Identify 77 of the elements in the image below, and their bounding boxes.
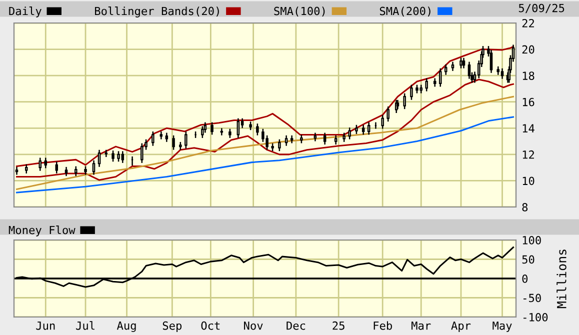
- candlestick: [117, 151, 120, 162]
- candlestick: [160, 131, 163, 140]
- candlestick: [112, 150, 114, 162]
- legend-label: Bollinger Bands(20): [95, 6, 219, 18]
- y-tick-label: 100: [522, 236, 541, 244]
- candlestick: [468, 62, 471, 79]
- x-tick-label: Mar: [412, 322, 431, 330]
- candlestick: [410, 84, 413, 100]
- y-axis-title: Millions: [556, 250, 566, 308]
- y-tick-label: 16: [522, 98, 534, 106]
- candlestick: [278, 139, 281, 152]
- candlestick: [256, 124, 259, 136]
- candlestick: [284, 135, 288, 146]
- candlestick: [444, 64, 448, 75]
- candlestick: [425, 78, 428, 92]
- y-tick-label: 18: [522, 72, 534, 80]
- candlestick: [460, 58, 462, 68]
- candlestick: [152, 131, 154, 146]
- y-tick-label: 8: [522, 203, 528, 212]
- candlestick: [381, 115, 384, 129]
- x-tick-label: Jul: [76, 321, 94, 330]
- y-tick-label: 22: [522, 19, 534, 28]
- candlestick: [433, 78, 436, 87]
- legend-label: Money Flow: [8, 226, 76, 236]
- candlestick: [98, 150, 101, 167]
- y-tick-label: -50: [523, 294, 541, 302]
- candlestick: [236, 118, 240, 138]
- candlestick: [38, 158, 42, 171]
- x-tick-label: Jun: [36, 322, 55, 330]
- y-tick-label: 12: [522, 150, 534, 159]
- candlestick: [386, 106, 390, 122]
- candlestick: [500, 68, 504, 79]
- text: 5/09/25: [518, 4, 564, 14]
- line-series: [16, 246, 514, 288]
- line-series: [16, 46, 514, 168]
- y-tick-label: 10: [522, 176, 534, 186]
- candlestick: [462, 58, 466, 68]
- candlestick: [323, 132, 326, 145]
- candlestick: [184, 131, 188, 148]
- candlestick: [55, 162, 58, 174]
- candlestick: [220, 128, 224, 136]
- candlestick: [92, 160, 96, 175]
- candlestick: [266, 135, 268, 150]
- y-tick-label: 50: [522, 255, 534, 264]
- legend-label: SMA(100): [274, 6, 325, 17]
- x-tick-label: 25: [332, 321, 344, 330]
- x-tick-label: Sep: [162, 321, 182, 332]
- candlestick: [121, 151, 124, 163]
- candlestick: [367, 122, 370, 135]
- x-tick-label: Apr: [451, 322, 471, 332]
- y-tick-label: 20: [522, 45, 534, 54]
- line-series: [16, 116, 514, 194]
- x-tick-label: Oct: [201, 321, 220, 330]
- candlestick: [210, 122, 214, 135]
- candlestick: [403, 93, 406, 110]
- legend-label: Daily: [9, 6, 42, 18]
- x-tick-label: Aug: [116, 321, 136, 332]
- candlestick: [314, 132, 317, 142]
- candlestick: [290, 135, 294, 144]
- line-series: [16, 96, 514, 190]
- x-tick-label: May: [492, 322, 512, 332]
- candlestick: [201, 126, 204, 138]
- candlestick: [172, 135, 175, 150]
- legend-label: SMA(200): [380, 6, 430, 17]
- candlestick: [44, 158, 48, 168]
- x-tick-label: Feb: [374, 321, 392, 330]
- line-series: [16, 78, 514, 181]
- y-tick-label: 14: [522, 124, 534, 132]
- y-tick-label: -100: [523, 313, 548, 322]
- candlestick: [438, 68, 442, 87]
- candlestick: [140, 143, 144, 163]
- candlestick: [348, 128, 351, 140]
- x-tick-label: Dec: [286, 322, 306, 330]
- x-tick-label: Nov: [244, 322, 263, 330]
- y-tick-label: 0: [522, 274, 528, 283]
- candlestick: [104, 150, 108, 158]
- candlestick: [490, 50, 493, 73]
